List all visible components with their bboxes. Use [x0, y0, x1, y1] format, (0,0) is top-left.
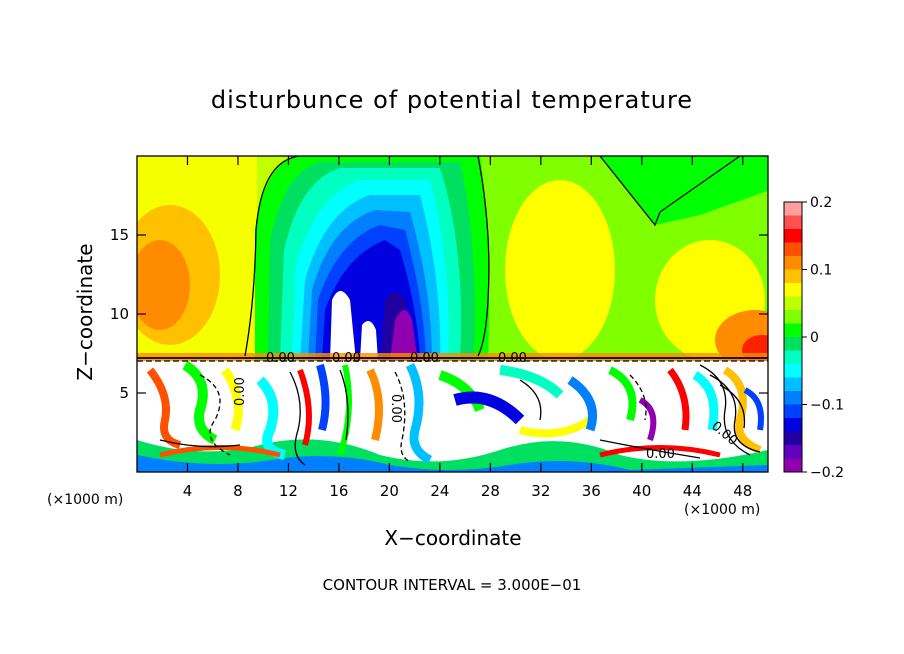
colorbar-swatch [784, 283, 802, 297]
colorbar-swatch [784, 215, 802, 230]
y-tick-label: 15 [110, 226, 129, 244]
contour-label: 0.00 [388, 394, 403, 423]
x-tick-label: 44 [683, 482, 702, 500]
x-tick-label: 48 [733, 482, 752, 500]
x-tick-label: 36 [582, 482, 601, 500]
colorbar-tick-label: 0 [810, 330, 819, 346]
colorbar-swatch [784, 256, 802, 270]
colorbar-swatch [784, 323, 802, 338]
white-core-left [330, 291, 356, 361]
contour-label: 0.00 [646, 447, 675, 462]
contour-label: 0.00 [266, 351, 295, 366]
colorbar-swatch [784, 391, 802, 405]
x-tick-label: 12 [279, 482, 298, 500]
colorbar-swatch [784, 377, 802, 392]
colorbar-swatch [784, 269, 802, 284]
colorbar-swatch [784, 296, 802, 311]
x-unit-left: (×1000 m) [47, 492, 124, 508]
colorbar-swatch [784, 404, 802, 419]
colorbar-tick-label: −0.1 [810, 398, 844, 414]
x-tick-label: 4 [183, 482, 193, 500]
colorbar-swatch [784, 445, 802, 459]
x-tick-label: 28 [481, 482, 500, 500]
y-axis-label: Z−coordinate [73, 243, 97, 381]
contour-lines [137, 156, 768, 466]
y-axis-ticks: 5 10 15 [110, 226, 768, 402]
colorbar-swatch [784, 242, 802, 257]
x-axis-label: X−coordinate [384, 526, 522, 550]
colorbar-tick-label: 0.2 [810, 195, 832, 211]
colorbar-swatch [784, 202, 802, 216]
x-axis-ticks: 4 8 12 16 20 24 28 32 36 40 44 48 [183, 156, 752, 500]
colorbar-swatch [784, 364, 802, 378]
y-tick-label: 10 [110, 305, 129, 323]
x-tick-label: 40 [632, 482, 651, 500]
x-unit-right: (×1000 m) [684, 502, 761, 518]
boundary-strip [137, 353, 768, 361]
cold-plume-core [390, 310, 418, 361]
colorbar-swatch [784, 229, 802, 243]
heatmap-field [137, 156, 768, 472]
x-tick-label: 20 [380, 482, 399, 500]
colorbar-swatch [784, 350, 802, 365]
contour-interval-note: CONTOUR INTERVAL = 3.000E−01 [322, 576, 582, 594]
warm-core-left-inner [137, 240, 190, 330]
contour-label: 0.00 [233, 377, 248, 406]
y-tick-label: 5 [119, 384, 129, 402]
colorbar-swatch [784, 310, 802, 324]
x-tick-label: 16 [329, 482, 348, 500]
colorbar-tick-label: 0.1 [810, 263, 832, 279]
x-tick-label: 24 [430, 482, 449, 500]
colorbar: 0.2 0.1 0 −0.1 −0.2 [783, 195, 844, 481]
chart-title: disturbunce of potential temperature [210, 86, 694, 114]
colorbar-swatch [784, 337, 802, 351]
contour-label: 0.00 [498, 351, 527, 366]
colorbar-swatch [784, 431, 802, 446]
colorbar-tick-label: −0.2 [810, 465, 844, 481]
colorbar-swatch [784, 458, 802, 473]
x-tick-label: 8 [233, 482, 243, 500]
contour-label: 0.00 [332, 351, 361, 366]
white-core-right [360, 321, 378, 361]
contour-label: 0.00 [410, 351, 439, 366]
colorbar-swatch [784, 418, 802, 432]
x-tick-label: 32 [531, 482, 550, 500]
warm-region-mid-right [505, 180, 615, 360]
